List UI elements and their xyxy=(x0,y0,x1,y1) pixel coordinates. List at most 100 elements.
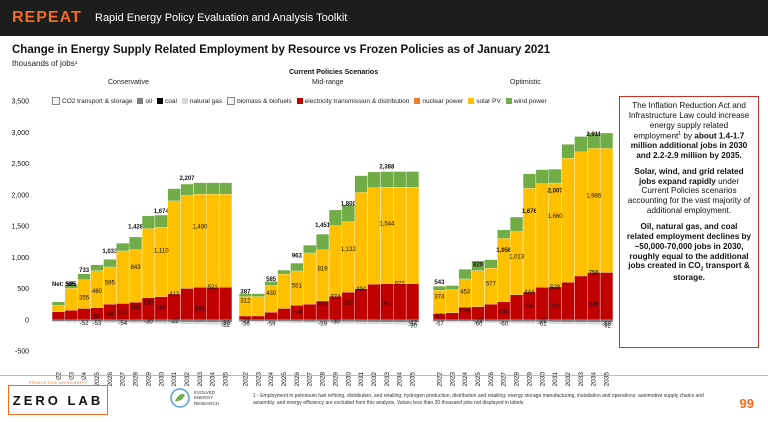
bar-oil xyxy=(103,319,117,322)
legend-label-elec: electricity transmission & distribution xyxy=(304,97,410,105)
bar-oil xyxy=(445,319,459,322)
x-tick-label: 2034 xyxy=(210,372,217,387)
data-label: 250 xyxy=(318,302,329,308)
eer-line-3: RESEARCH xyxy=(194,400,220,406)
bar-oil xyxy=(354,319,368,322)
bar-elec xyxy=(484,304,498,320)
data-label: 154 xyxy=(460,308,471,314)
bar-elec xyxy=(219,287,232,320)
bar-oil xyxy=(290,319,304,322)
legend-label-coal: coal xyxy=(164,97,177,105)
bar-solar xyxy=(510,231,523,295)
data-label: 412 xyxy=(169,292,180,298)
bar-oil xyxy=(239,319,252,321)
bar-solar xyxy=(471,270,485,307)
net-total-label: 505 xyxy=(66,282,77,288)
bar-gas xyxy=(77,321,91,323)
legend-swatch-elec xyxy=(296,98,303,104)
bar-solar xyxy=(393,187,407,284)
x-tick-label: 2034 xyxy=(591,372,598,387)
bar-wind xyxy=(458,269,472,280)
data-label: 312 xyxy=(240,298,251,304)
bar-oil xyxy=(193,319,207,323)
data-label: -30 xyxy=(144,320,153,326)
panel-title-mid-range: Mid-range xyxy=(312,79,344,86)
x-tick-label: 2027 xyxy=(501,372,508,387)
callout-box: The Inflation Reduction Act and Infrastr… xyxy=(619,96,759,348)
brand-logo: REPEAT xyxy=(12,9,82,26)
data-label: 201 xyxy=(131,305,142,311)
legend-swatch-coal xyxy=(156,98,163,104)
bar-gas xyxy=(142,321,155,324)
x-tick-label: 2033 xyxy=(578,372,585,387)
bar-elec xyxy=(180,288,194,320)
bar-wind xyxy=(277,270,291,275)
eer-line-2: ENERGY xyxy=(194,395,214,401)
x-tick-label: 2023 xyxy=(449,372,456,387)
x-tick-label: 2032 xyxy=(565,372,572,387)
bar-wind xyxy=(193,182,207,195)
data-label: 1,544 xyxy=(379,221,395,227)
bar-gas xyxy=(167,321,181,324)
bar-oil xyxy=(393,319,407,323)
legend-item-coal: coal xyxy=(156,97,177,105)
bar-oil xyxy=(277,319,291,322)
legend-swatch-bio xyxy=(227,97,236,105)
net-total-label: 2,207 xyxy=(179,176,195,182)
bar-wind xyxy=(264,281,278,286)
bar-wind xyxy=(548,169,562,184)
bar-wind xyxy=(471,260,485,271)
bar-oil xyxy=(406,319,419,323)
data-label: 195 xyxy=(156,306,167,312)
net-total-label: 1,674 xyxy=(154,209,170,215)
data-label: 843 xyxy=(131,265,142,271)
bar-solar xyxy=(180,195,194,289)
callout-p1: The Inflation Reduction Act and Infrastr… xyxy=(628,101,750,160)
bar-elec xyxy=(367,284,381,320)
y-tick-label: 2,000 xyxy=(11,192,29,199)
bar-solar xyxy=(561,158,575,283)
bar-wind xyxy=(497,229,511,239)
legend-item-co2: CO2 transport & storage xyxy=(52,97,132,105)
bar-wind xyxy=(510,216,523,232)
data-label: -82 xyxy=(221,323,230,329)
chart-title: Change in Energy Supply Related Employme… xyxy=(12,44,551,56)
data-label: -50 xyxy=(221,321,230,327)
bar-oil xyxy=(497,319,511,322)
data-label: 1,132 xyxy=(341,247,357,253)
bar-wind xyxy=(574,136,588,152)
page-number: 99 xyxy=(739,396,754,411)
bar-gas xyxy=(129,321,142,324)
data-label: 595 xyxy=(105,281,116,287)
x-tick-label: 2024 xyxy=(81,372,88,387)
data-label: 494 xyxy=(356,287,367,293)
net-total-label: 543 xyxy=(434,280,445,286)
x-tick-label: 2032 xyxy=(184,372,191,387)
bar-elec xyxy=(251,315,265,320)
data-label: -61 xyxy=(538,322,547,328)
data-label: -90 xyxy=(408,323,417,329)
data-label: 521 xyxy=(208,285,219,291)
bar-oil xyxy=(548,319,562,322)
bar-gas xyxy=(510,321,523,324)
bar-wind xyxy=(142,215,155,229)
x-tick-label: 2024 xyxy=(268,372,275,387)
data-label: 374 xyxy=(330,294,341,300)
x-tick-label: 2027 xyxy=(120,372,127,387)
bar-elec xyxy=(587,272,601,320)
net-total-label: 2,911 xyxy=(586,132,601,138)
bar-solar xyxy=(367,187,381,285)
bar-oil xyxy=(523,319,536,322)
bar-wind xyxy=(90,264,104,271)
net-total-label: 2,007 xyxy=(548,188,564,194)
zero-lab-label: ZERO LAB xyxy=(12,393,104,408)
bar-gas xyxy=(380,322,394,325)
data-label: 577 xyxy=(486,282,497,288)
bar-wind xyxy=(341,204,355,222)
bar-solar xyxy=(341,221,355,293)
data-label: 756 xyxy=(589,271,600,277)
bar-gas xyxy=(52,321,65,323)
x-tick-label: 2023 xyxy=(255,372,262,387)
legend-swatch-oil xyxy=(137,98,144,104)
callout-p2: Solar, wind, and grid related jobs expan… xyxy=(627,166,751,216)
